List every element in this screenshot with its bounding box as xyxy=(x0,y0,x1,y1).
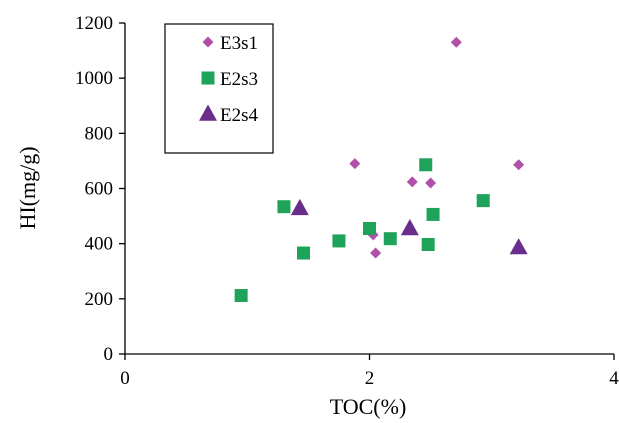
data-point-e2s4 xyxy=(290,198,309,216)
y-tick-label: 400 xyxy=(85,234,114,255)
y-tick-label: 600 xyxy=(85,179,114,200)
data-point-e2s3 xyxy=(234,289,248,303)
data-point-e2s3 xyxy=(383,232,397,246)
data-point-e2s3 xyxy=(426,207,440,221)
y-tick-label: 200 xyxy=(85,289,114,310)
data-point-e2s3 xyxy=(476,194,490,208)
x-axis-title: TOC(%) xyxy=(330,394,407,419)
data-point-e2s3 xyxy=(419,158,433,172)
legend-marker-e2s4 xyxy=(199,104,217,121)
data-point-e2s3 xyxy=(277,200,291,214)
data-point-e2s3 xyxy=(421,237,435,251)
y-tick-label: 1000 xyxy=(75,68,113,89)
data-point-e2s4 xyxy=(509,238,528,255)
legend: E3s1 E2s3 E2s4 xyxy=(164,23,274,154)
x-tick-label: 0 xyxy=(120,368,130,389)
data-point-e3s1 xyxy=(406,176,418,188)
x-tick-label: 2 xyxy=(365,368,375,389)
data-point-e3s1 xyxy=(450,36,462,48)
y-tick-label: 1200 xyxy=(75,13,113,34)
legend-marker-e2s3 xyxy=(201,71,215,85)
data-point-e2s3 xyxy=(296,246,310,260)
y-axis-title: HI(mg/g) xyxy=(15,146,40,229)
data-point-e2s3 xyxy=(363,221,376,235)
data-point-e3s1 xyxy=(349,158,361,170)
data-point-e3s1 xyxy=(513,159,525,171)
tick-labels: 0 200 400 600 800 1000 1200 0 2 4 xyxy=(75,13,619,389)
y-tick-label: 800 xyxy=(85,123,114,144)
legend-label-e2s3: E2s3 xyxy=(220,69,258,90)
data-point-e2s3 xyxy=(332,234,346,248)
legend-label-e3s1: E3s1 xyxy=(220,33,258,54)
axes xyxy=(119,22,615,360)
legend-marker-e3s1 xyxy=(202,36,214,48)
legend-label-e2s4: E2s4 xyxy=(220,105,259,126)
data-points xyxy=(234,36,528,303)
y-tick-label: 0 xyxy=(104,344,114,365)
x-tick-label: 4 xyxy=(609,368,619,389)
data-point-e3s1 xyxy=(425,177,437,189)
legend-box xyxy=(164,23,274,154)
data-point-e3s1 xyxy=(370,247,382,259)
data-point-e2s4 xyxy=(400,219,419,236)
